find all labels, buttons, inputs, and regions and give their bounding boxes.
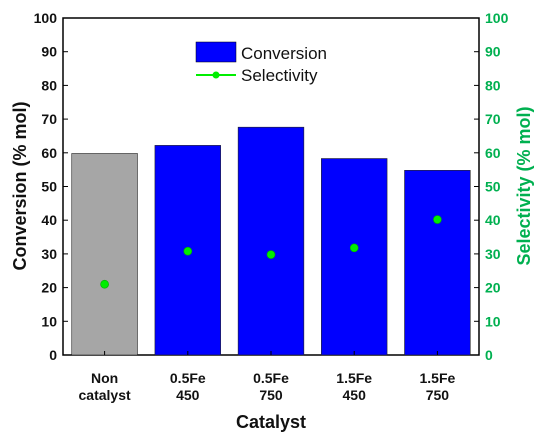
conversion-bar xyxy=(404,170,471,356)
left-tick-label: 90 xyxy=(41,44,57,60)
right-axis: 0 10 20 30 40 50 60 70 80 90 100 xyxy=(474,10,509,363)
conversion-bar xyxy=(71,153,138,356)
y2-axis-title: Selectivity (% mol) xyxy=(514,106,534,265)
selectivity-point xyxy=(349,243,359,253)
right-tick-label: 30 xyxy=(485,246,501,262)
conversion-bar xyxy=(321,158,388,356)
right-tick-label: 60 xyxy=(485,145,501,161)
left-tick-label: 0 xyxy=(49,347,57,363)
legend-selectivity-label: Selectivity xyxy=(241,66,318,85)
left-tick-label: 60 xyxy=(41,145,57,161)
selectivity-point xyxy=(183,246,193,256)
left-axis: 0 10 20 30 40 50 60 70 80 90 100 xyxy=(34,10,68,363)
left-tick-label: 20 xyxy=(41,280,57,296)
right-tick-label: 40 xyxy=(485,212,501,228)
x-axis-title: Catalyst xyxy=(236,412,306,432)
left-tick-label: 100 xyxy=(34,10,58,26)
right-tick-label: 0 xyxy=(485,347,493,363)
x-tick-label: 450 xyxy=(176,387,200,403)
x-tick-label: 450 xyxy=(343,387,367,403)
x-tick-label: 0.5Fe xyxy=(253,370,289,386)
selectivity-point xyxy=(433,215,442,224)
legend-selectivity-marker xyxy=(212,71,220,79)
x-tick-label: catalyst xyxy=(79,387,131,403)
right-tick-label: 50 xyxy=(485,179,501,195)
left-tick-label: 80 xyxy=(41,77,57,93)
conversion-bar xyxy=(237,126,305,356)
left-tick-label: 70 xyxy=(41,111,57,127)
x-tick-label: 750 xyxy=(426,387,450,403)
x-tick-label: 1.5Fe xyxy=(419,370,455,386)
x-tick-label: 750 xyxy=(259,387,283,403)
x-tick-label: 1.5Fe xyxy=(336,370,372,386)
x-axis: Noncatalyst0.5Fe4500.5Fe7501.5Fe4501.5Fe… xyxy=(79,351,456,403)
right-tick-label: 20 xyxy=(485,280,501,296)
selectivity-points xyxy=(100,215,442,289)
left-tick-label: 40 xyxy=(41,212,57,228)
right-tick-label: 100 xyxy=(485,10,509,26)
selectivity-point xyxy=(266,250,276,259)
right-tick-label: 10 xyxy=(485,313,501,329)
selectivity-point xyxy=(100,279,109,289)
left-tick-label: 10 xyxy=(41,313,57,329)
right-tick-label: 80 xyxy=(485,77,501,93)
left-tick-label: 30 xyxy=(41,246,57,262)
legend-conversion-label: Conversion xyxy=(241,44,327,63)
legend-conversion-swatch xyxy=(195,41,237,63)
x-tick-label: Non xyxy=(91,370,118,386)
right-tick-label: 90 xyxy=(485,44,501,60)
x-tick-label: 0.5Fe xyxy=(170,370,206,386)
left-tick-label: 50 xyxy=(41,179,57,195)
right-tick-label: 70 xyxy=(485,111,501,127)
y-axis-title: Conversion (% mol) xyxy=(10,101,30,270)
legend: Conversion Selectivity xyxy=(195,41,327,85)
